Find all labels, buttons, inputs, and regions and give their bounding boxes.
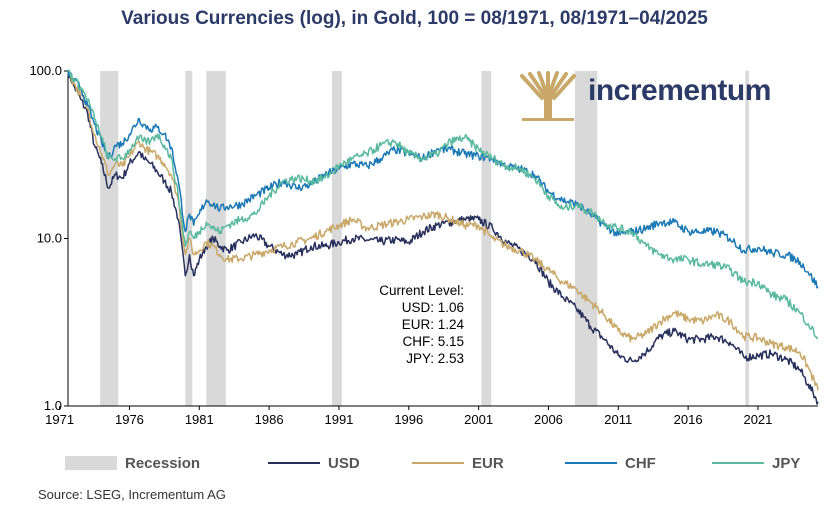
current-level-jpy: JPY: 2.53 [406, 351, 464, 366]
logo-trunk [544, 94, 552, 120]
legend-item-eur: EUR [412, 452, 504, 474]
recession-bar-4 [481, 71, 492, 406]
current-level-annotation: Current Level: USD: 1.06 EUR: 1.24 CHF: … [344, 282, 464, 367]
x-tick-label-1: 1976 [115, 412, 144, 427]
chart-title: Various Currencies (log), in Gold, 100 =… [121, 8, 708, 29]
x-tick-label-6: 2001 [464, 412, 493, 427]
logo-branch-5 [549, 72, 568, 98]
x-tick-label-10: 2021 [743, 412, 772, 427]
current-level-usd: USD: 1.06 [401, 300, 464, 315]
legend-swatch-eur [412, 462, 464, 464]
legend-item-recession: Recession [65, 452, 200, 474]
logo-wordmark: incrementum [588, 74, 771, 107]
x-tick-label-8: 2011 [604, 412, 632, 427]
x-tick-label-7: 2006 [534, 412, 563, 427]
current-level-chf: CHF: 5.15 [402, 334, 464, 349]
series-line-eur [67, 70, 819, 391]
recession-bar-3 [331, 71, 342, 406]
recession-bar-0 [100, 71, 119, 406]
legend-item-usd: USD [268, 452, 360, 474]
legend-label-jpy: JPY [772, 454, 801, 472]
legend-label-recession: Recession [125, 454, 201, 472]
logo-ground [522, 118, 574, 121]
y-tick-label-1: 10.0 [37, 231, 62, 246]
legend-item-jpy: JPY [712, 452, 800, 474]
logo-branch-2 [537, 71, 549, 97]
x-tick-label-0: 1971 [45, 412, 74, 427]
logo-branch-6 [552, 74, 576, 100]
legend-swatch-recession [65, 456, 117, 470]
series-line-jpy [67, 69, 819, 340]
x-tick-label-4: 1991 [324, 412, 353, 427]
recession-bar-5 [574, 71, 598, 406]
current-level-heading: Current Level: [379, 283, 464, 298]
y-tick-label-2: 1.0 [44, 398, 62, 413]
x-tick-label-5: 1996 [394, 412, 423, 427]
x-tick-label-2: 1981 [185, 412, 214, 427]
legend-label-eur: EUR [472, 454, 504, 472]
logo-branch-0 [520, 74, 544, 100]
logo-tree-icon [520, 71, 576, 121]
source-note: Source: LSEG, Incrementum AG [38, 487, 226, 502]
legend-swatch-usd [268, 462, 320, 464]
current-level-eur: EUR: 1.24 [401, 317, 464, 332]
x-tick-label-9: 2016 [674, 412, 703, 427]
logo-branch-4 [547, 71, 559, 97]
legend-label-usd: USD [328, 454, 360, 472]
logo-branch-1 [528, 72, 547, 98]
legend-label-chf: CHF [625, 454, 656, 472]
y-tick-label-0: 100.0 [29, 63, 62, 78]
legend-item-chf: CHF [565, 452, 656, 474]
recession-bar-6 [745, 71, 749, 406]
legend-swatch-chf [565, 462, 617, 464]
chart-legend: Recession USD EUR CHF JPY [0, 452, 829, 474]
x-tick-label-3: 1986 [255, 412, 284, 427]
legend-swatch-jpy [712, 462, 764, 464]
